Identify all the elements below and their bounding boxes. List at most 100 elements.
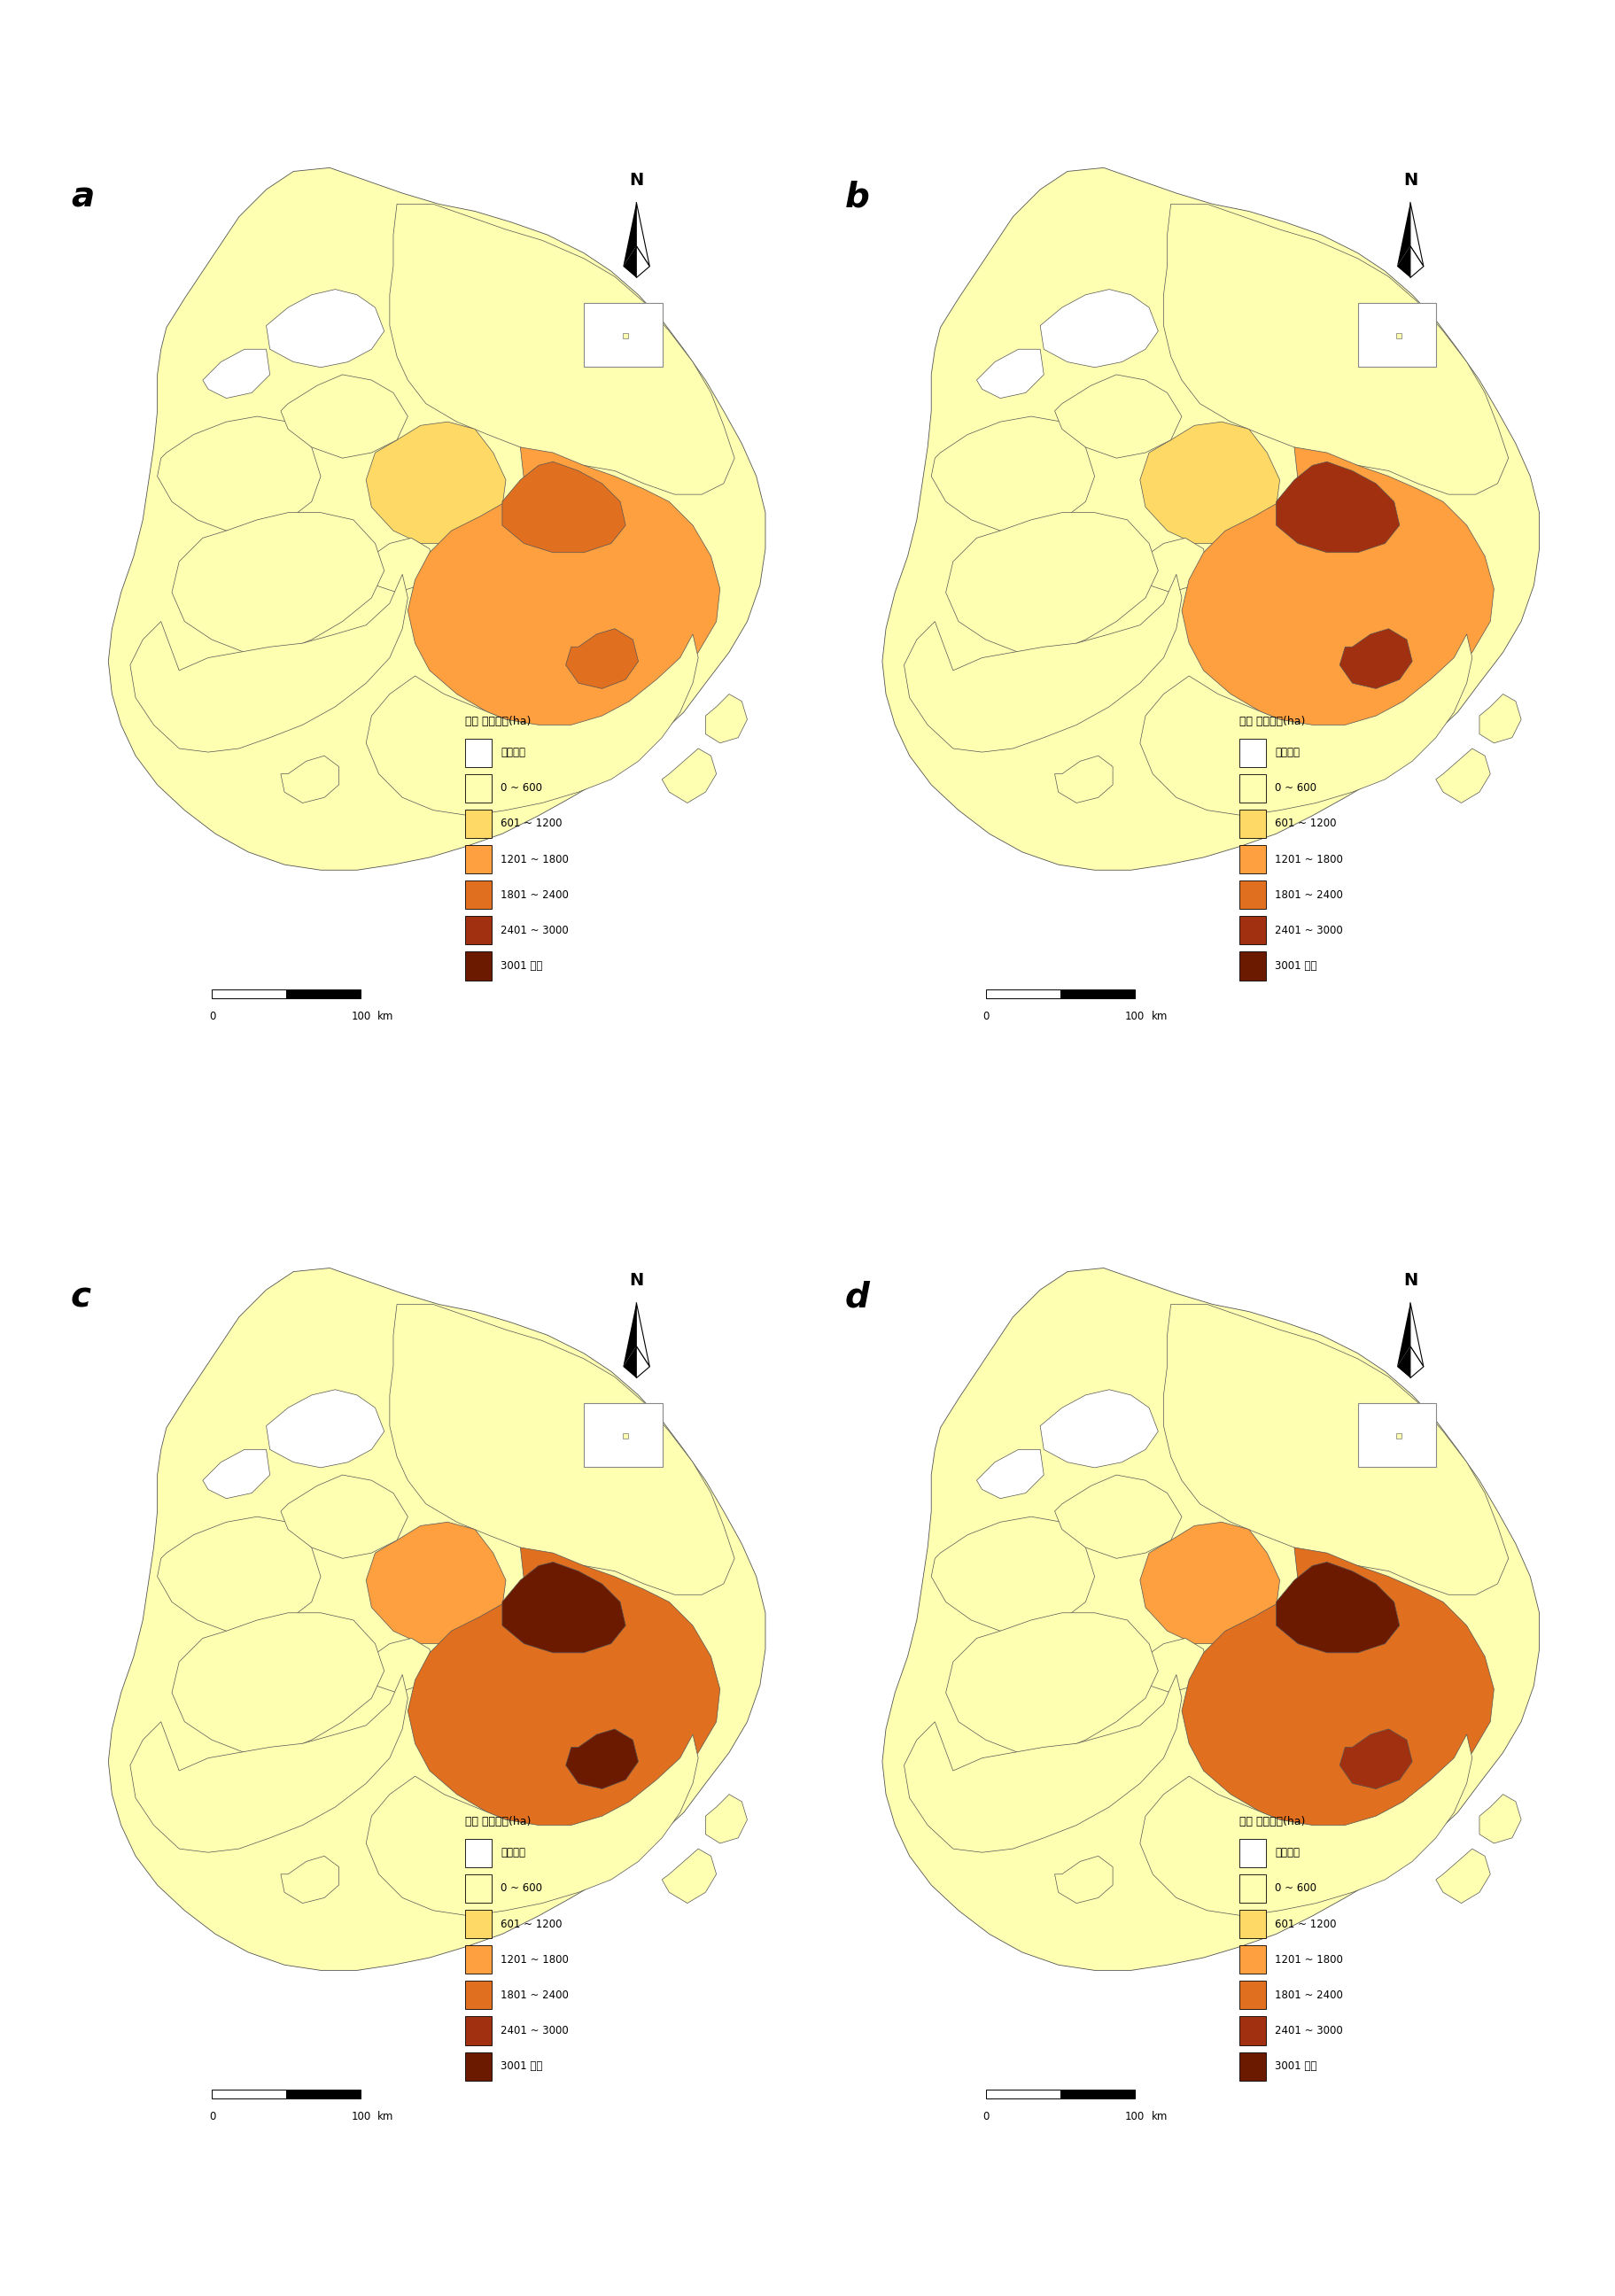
Polygon shape	[1055, 1855, 1113, 1903]
Text: 100: 100	[1126, 2110, 1145, 2122]
Polygon shape	[623, 246, 636, 278]
Text: 601 ~ 1200: 601 ~ 1200	[501, 817, 562, 829]
Bar	[1239, 1874, 1266, 1903]
Polygon shape	[1164, 1304, 1508, 1596]
Polygon shape	[940, 1056, 1150, 1125]
Text: 1801 ~ 2400: 1801 ~ 2400	[501, 1988, 568, 2000]
Polygon shape	[904, 1674, 1182, 1853]
Text: 자료없음: 자료없음	[1274, 1846, 1300, 1860]
Polygon shape	[166, 1056, 375, 1125]
Polygon shape	[662, 1848, 717, 1903]
Text: 0 ~ 600: 0 ~ 600	[501, 783, 543, 794]
Bar	[1061, 2089, 1135, 2099]
Bar	[1239, 1839, 1266, 1867]
Text: 자료없음: 자료없음	[501, 1846, 526, 1860]
Text: b: b	[845, 179, 869, 214]
Text: km: km	[378, 2110, 394, 2122]
Text: 1801 ~ 2400: 1801 ~ 2400	[1274, 1988, 1344, 2000]
Bar	[1239, 810, 1266, 838]
Polygon shape	[1040, 289, 1158, 367]
Polygon shape	[281, 755, 339, 804]
Polygon shape	[946, 512, 1158, 652]
Polygon shape	[904, 574, 1182, 753]
Text: 0: 0	[208, 2110, 215, 2122]
Bar	[465, 1945, 493, 1975]
Polygon shape	[636, 1345, 649, 1378]
Polygon shape	[1055, 755, 1113, 804]
Text: 3001 이상: 3001 이상	[501, 960, 543, 971]
Text: N: N	[1403, 1272, 1418, 1288]
Polygon shape	[636, 246, 649, 278]
Polygon shape	[171, 1612, 384, 1752]
Bar	[286, 2089, 362, 2099]
Text: km: km	[1151, 2110, 1168, 2122]
Polygon shape	[977, 1449, 1043, 1499]
Polygon shape	[1410, 246, 1423, 278]
Bar	[1358, 1403, 1436, 1467]
Bar	[465, 916, 493, 944]
Polygon shape	[1040, 1389, 1158, 1467]
Bar	[465, 882, 493, 909]
Polygon shape	[266, 1389, 384, 1467]
Text: 2401 ~ 3000: 2401 ~ 3000	[501, 2025, 568, 2037]
Polygon shape	[1340, 629, 1412, 689]
Text: 1801 ~ 2400: 1801 ~ 2400	[1274, 889, 1344, 900]
Text: 1201 ~ 1800: 1201 ~ 1800	[1274, 1954, 1344, 1965]
Polygon shape	[108, 168, 766, 870]
Bar	[465, 2016, 493, 2046]
Polygon shape	[367, 1733, 698, 1915]
Polygon shape	[166, 2158, 375, 2225]
Polygon shape	[1397, 1345, 1410, 1378]
Text: 2401 ~ 3000: 2401 ~ 3000	[1274, 2025, 1342, 2037]
Polygon shape	[1397, 246, 1410, 278]
Polygon shape	[1340, 1729, 1412, 1789]
Polygon shape	[932, 1518, 1095, 1630]
Polygon shape	[1182, 1548, 1494, 1830]
Text: 2401 ~ 3000: 2401 ~ 3000	[501, 925, 568, 937]
Bar	[465, 739, 493, 767]
Bar	[465, 953, 493, 980]
Polygon shape	[636, 202, 649, 266]
Text: 1201 ~ 1800: 1201 ~ 1800	[501, 1954, 568, 1965]
Bar	[465, 1981, 493, 2009]
Polygon shape	[1276, 1561, 1400, 1653]
Polygon shape	[502, 461, 625, 553]
Polygon shape	[662, 748, 717, 804]
Polygon shape	[203, 1449, 270, 1499]
Polygon shape	[367, 1522, 505, 1644]
Text: 사과 재배면적(ha): 사과 재배면적(ha)	[1239, 716, 1305, 728]
Polygon shape	[623, 202, 636, 266]
Polygon shape	[1164, 204, 1508, 494]
Polygon shape	[1436, 748, 1491, 804]
Polygon shape	[157, 1518, 321, 1630]
Polygon shape	[1410, 1345, 1423, 1378]
Bar	[987, 2089, 1061, 2099]
Polygon shape	[367, 634, 698, 815]
Bar	[1239, 2053, 1266, 2080]
Text: 3001 이상: 3001 이상	[1274, 960, 1316, 971]
Polygon shape	[1397, 202, 1410, 266]
Text: 0 ~ 600: 0 ~ 600	[1274, 783, 1316, 794]
Polygon shape	[171, 512, 384, 652]
Bar	[1239, 1945, 1266, 1975]
Polygon shape	[1276, 461, 1400, 553]
Text: 1801 ~ 2400: 1801 ~ 2400	[501, 889, 568, 900]
Polygon shape	[131, 1674, 409, 1853]
Bar	[1061, 990, 1135, 999]
Text: 100: 100	[350, 1010, 371, 1022]
Bar	[1239, 2016, 1266, 2046]
Bar	[585, 1403, 662, 1467]
Polygon shape	[1140, 422, 1279, 544]
Polygon shape	[565, 1729, 638, 1789]
Text: a: a	[71, 179, 94, 214]
Polygon shape	[1436, 1848, 1491, 1903]
Polygon shape	[409, 448, 720, 730]
Text: N: N	[630, 1272, 643, 1288]
Polygon shape	[1140, 1639, 1206, 1692]
Polygon shape	[1479, 693, 1521, 744]
Polygon shape	[706, 1795, 748, 1844]
Text: 사과 재배면적(ha): 사과 재배면적(ha)	[465, 716, 531, 728]
Polygon shape	[1055, 1474, 1182, 1559]
Polygon shape	[1410, 1302, 1423, 1366]
Bar	[465, 845, 493, 872]
